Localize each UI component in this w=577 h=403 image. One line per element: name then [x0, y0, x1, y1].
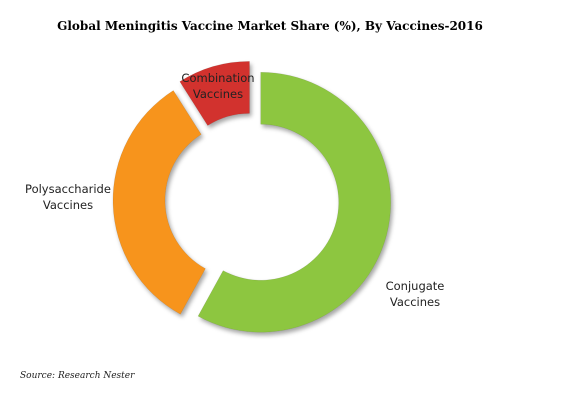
- label-line: Polysaccharide: [25, 182, 111, 196]
- label-line: Vaccines: [43, 198, 93, 212]
- slice-label: Polysaccharide Vaccines: [25, 182, 111, 212]
- donut-slice: [179, 61, 250, 126]
- label-line: Conjugate: [386, 279, 445, 293]
- label-line: Combination: [181, 71, 254, 85]
- label-line: Vaccines: [390, 295, 440, 309]
- chart-title: Global Meningitis Vaccine Market Share (…: [57, 19, 483, 33]
- donut-slice: [197, 71, 391, 333]
- source: Source: Research Nester: [20, 371, 135, 381]
- label-line: Vaccines: [193, 87, 243, 101]
- slice-label: Conjugate Vaccines: [386, 279, 445, 309]
- slice-label: Combination Vaccines: [181, 71, 254, 101]
- donut-slice: [112, 90, 206, 315]
